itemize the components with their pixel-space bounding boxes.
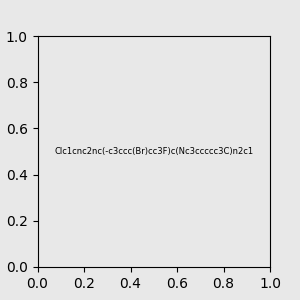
Text: Clc1cnc2nc(-c3ccc(Br)cc3F)c(Nc3ccccc3C)n2c1: Clc1cnc2nc(-c3ccc(Br)cc3F)c(Nc3ccccc3C)n…: [54, 147, 253, 156]
